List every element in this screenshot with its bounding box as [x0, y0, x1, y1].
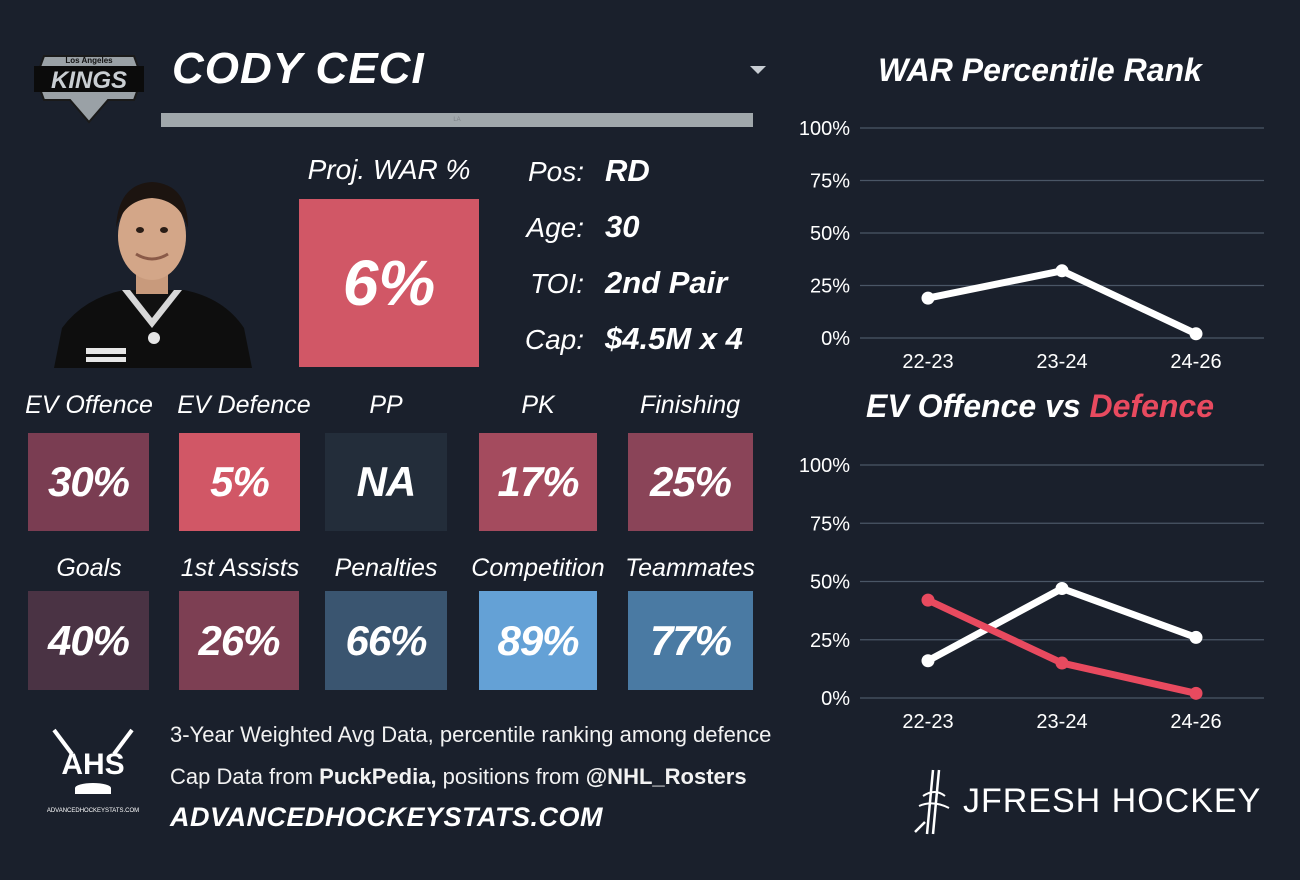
- info-value-age: 30: [605, 209, 640, 244]
- war-chart-ytick-label: 100%: [799, 118, 850, 140]
- ev-chart-ytick-label: 0%: [821, 688, 850, 710]
- tile-ev-defence: 5%: [179, 433, 300, 531]
- ev-chart-series-line-1: [924, 596, 1200, 697]
- tile-value-goals: 40%: [47, 616, 130, 664]
- tile-value-pp: NA: [356, 458, 417, 505]
- war-percentile-chart: 0% 25% 50% 75% 100% 22-23 23-24 24-26: [799, 118, 1264, 373]
- ev-chart-ytick-label: 100%: [799, 455, 850, 477]
- tile-value-competition: 89%: [497, 616, 579, 664]
- team-abbrev: LA: [453, 117, 461, 123]
- tile-value-penalties: 66%: [345, 616, 427, 664]
- war-chart-ytick-label: 50%: [810, 223, 850, 245]
- war-chart-ytick-label: 0%: [821, 328, 850, 350]
- proj-war-value: 6%: [342, 247, 436, 319]
- tile-label-finishing: Finishing: [639, 391, 741, 419]
- war-chart-xtick-label: 22-23: [902, 351, 953, 373]
- tile-ev-offence: 30%: [28, 433, 149, 531]
- tile-label-ev-defence: EV Defence: [177, 391, 311, 419]
- tile-label-penalties: Penalties: [334, 554, 438, 582]
- footer-line-2-prefix: Cap Data from: [170, 764, 320, 789]
- tile-goals: 40%: [28, 591, 149, 690]
- ev-chart-xtick-label: 22-23: [902, 711, 953, 733]
- war-chart-ytick-label: 25%: [810, 276, 850, 298]
- tile-value-pk: 17%: [497, 458, 579, 505]
- info-value-toi: 2nd Pair: [605, 265, 728, 300]
- ahs-website-link[interactable]: ADVANCEDHOCKEYSTATS.COM: [170, 802, 604, 832]
- puckpedia-link[interactable]: PuckPedia,: [319, 764, 437, 789]
- ev-chart-data-point: [1055, 581, 1069, 595]
- ev-chart-ytick-label: 50%: [810, 572, 850, 594]
- ahs-logo-subtext: ADVANCEDHOCKEYSTATS.COM: [47, 808, 139, 814]
- footer-line-1: 3-Year Weighted Avg Data, percentile ran…: [170, 722, 772, 747]
- proj-war-tile: 6%: [299, 199, 479, 367]
- war-chart-xtick-label: 23-24: [1036, 351, 1087, 373]
- ev-chart-data-point: [921, 654, 935, 668]
- ev-chart-data-point: [1189, 686, 1203, 700]
- ev-chart-xtick-label: 24-26: [1170, 711, 1221, 733]
- ev-chart-ytick-label: 25%: [810, 630, 850, 652]
- chart-title-ev-part2: Defence: [1089, 388, 1215, 424]
- ev-chart-xtick-label: 23-24: [1036, 711, 1087, 733]
- ahs-logo-text: AHS: [61, 748, 124, 781]
- svg-text:Los Angeles: Los Angeles: [65, 56, 113, 65]
- tile-label-teammates: Teammates: [625, 554, 755, 582]
- tile-1st-assists: 26%: [179, 591, 299, 690]
- war-chart-data-point: [1055, 264, 1069, 278]
- tile-penalties: 66%: [325, 591, 447, 690]
- tile-value-teammates: 77%: [649, 616, 732, 664]
- footer-line-2: Cap Data from PuckPedia, positions from …: [170, 764, 747, 790]
- tile-label-competition: Competition: [471, 554, 605, 582]
- info-value-pos: RD: [605, 153, 650, 188]
- ahs-logo: AHS ADVANCEDHOCKEYSTATS.COM: [38, 724, 148, 824]
- chart-title-war: WAR Percentile Rank: [878, 52, 1202, 88]
- jfresh-hockey-logo: JFRESH HOCKEY: [905, 766, 1285, 838]
- ev-offence-defence-chart: 0% 25% 50% 75% 100% 22-23 23-24 24-26: [799, 455, 1264, 733]
- tile-value-1st-assists: 26%: [198, 616, 280, 664]
- tile-label-ev-offence: EV Offence: [25, 391, 153, 419]
- tile-label-goals: Goals: [56, 554, 122, 582]
- ev-chart-ytick-label: 75%: [810, 513, 850, 535]
- chart-title-ev: EV Offence vs Defence: [850, 388, 1230, 425]
- player-headshot: [44, 178, 262, 368]
- info-key-toi: TOI:: [530, 268, 584, 299]
- tile-value-ev-offence: 30%: [47, 458, 130, 505]
- ev-chart-series-line-0: [924, 584, 1200, 665]
- tile-finishing: 25%: [628, 433, 753, 531]
- tile-value-ev-defence: 5%: [210, 458, 270, 505]
- info-key-pos: Pos:: [527, 156, 584, 187]
- info-value-cap: $4.5M x 4: [605, 321, 743, 356]
- ev-chart-data-point: [921, 593, 935, 607]
- ev-chart-data-point: [1055, 656, 1069, 670]
- player-name: CODY CECI: [172, 44, 425, 93]
- jfresh-brand-text: JFRESH HOCKEY: [963, 782, 1261, 820]
- tile-label-pk: PK: [521, 391, 555, 419]
- tile-label-pp: PP: [369, 391, 403, 419]
- nhl-rosters-link[interactable]: @NHL_Rosters: [585, 764, 747, 789]
- tile-label-1st-assists: 1st Assists: [180, 554, 300, 582]
- kings-logo: Los Angeles KINGS: [30, 48, 148, 124]
- tile-pk: 17%: [479, 433, 597, 531]
- info-key-age: Age:: [526, 212, 584, 243]
- tile-pp: NA: [325, 433, 447, 531]
- info-key-cap: Cap:: [524, 324, 584, 355]
- proj-war-label: Proj. WAR %: [307, 154, 471, 185]
- tile-competition: 89%: [479, 591, 597, 690]
- player-select-bar[interactable]: LA: [161, 113, 753, 127]
- war-chart-data-point: [1189, 327, 1203, 341]
- chart-title-ev-part1: EV Offence vs: [865, 388, 1090, 424]
- chevron-down-icon[interactable]: [750, 66, 766, 74]
- svg-text:KINGS: KINGS: [51, 67, 127, 94]
- tile-teammates: 77%: [628, 591, 753, 690]
- war-chart-xtick-label: 24-26: [1170, 351, 1221, 373]
- tile-value-finishing: 25%: [649, 458, 732, 505]
- war-chart-ytick-label: 75%: [810, 171, 850, 193]
- war-chart-data-point: [921, 291, 935, 305]
- ev-chart-data-point: [1189, 630, 1203, 644]
- footer-line-2-middle: positions from: [436, 764, 586, 789]
- war-chart-series-line-0: [924, 267, 1200, 338]
